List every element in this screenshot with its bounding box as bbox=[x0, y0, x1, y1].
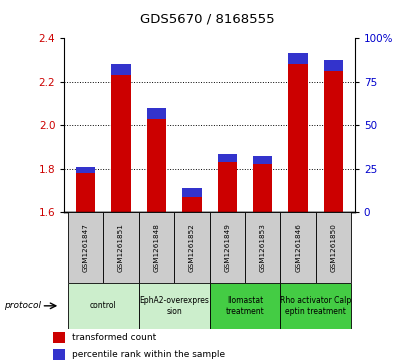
Text: control: control bbox=[90, 301, 117, 310]
Bar bbox=[316, 212, 351, 283]
Text: EphA2-overexpres
sion: EphA2-overexpres sion bbox=[139, 296, 209, 315]
Bar bbox=[210, 212, 245, 283]
Text: GSM1261847: GSM1261847 bbox=[83, 223, 88, 272]
Text: GSM1261848: GSM1261848 bbox=[154, 223, 159, 272]
Text: percentile rank within the sample: percentile rank within the sample bbox=[71, 350, 225, 359]
Bar bbox=[53, 332, 66, 343]
Bar bbox=[182, 188, 202, 197]
Bar bbox=[217, 162, 237, 212]
Text: GSM1261849: GSM1261849 bbox=[224, 223, 230, 272]
Bar bbox=[288, 64, 308, 212]
Bar bbox=[217, 154, 237, 162]
Text: Rho activator Calp
eptin treatment: Rho activator Calp eptin treatment bbox=[280, 296, 352, 315]
Bar bbox=[68, 212, 103, 283]
Bar bbox=[76, 167, 95, 173]
Bar bbox=[103, 212, 139, 283]
Bar bbox=[281, 283, 351, 329]
Bar bbox=[146, 108, 166, 119]
Bar bbox=[245, 212, 281, 283]
Text: GDS5670 / 8168555: GDS5670 / 8168555 bbox=[140, 13, 275, 26]
Text: transformed count: transformed count bbox=[71, 333, 156, 342]
Bar bbox=[288, 53, 308, 64]
Bar bbox=[68, 283, 139, 329]
Bar bbox=[253, 164, 273, 212]
Bar bbox=[324, 71, 343, 212]
Text: GSM1261852: GSM1261852 bbox=[189, 223, 195, 272]
Text: GSM1261850: GSM1261850 bbox=[331, 223, 337, 272]
Bar bbox=[174, 212, 210, 283]
Bar bbox=[53, 349, 66, 360]
Text: GSM1261851: GSM1261851 bbox=[118, 223, 124, 272]
Bar bbox=[139, 283, 210, 329]
Bar bbox=[111, 75, 131, 212]
Text: protocol: protocol bbox=[4, 301, 41, 310]
Text: Ilomastat
treatment: Ilomastat treatment bbox=[226, 296, 264, 315]
Bar bbox=[111, 64, 131, 75]
Bar bbox=[253, 156, 273, 164]
Text: GSM1261846: GSM1261846 bbox=[295, 223, 301, 272]
Bar bbox=[146, 119, 166, 212]
Bar bbox=[281, 212, 316, 283]
Bar bbox=[139, 212, 174, 283]
Bar bbox=[182, 197, 202, 212]
Bar bbox=[76, 173, 95, 212]
Bar bbox=[324, 60, 343, 71]
Text: GSM1261853: GSM1261853 bbox=[260, 223, 266, 272]
Bar bbox=[210, 283, 281, 329]
